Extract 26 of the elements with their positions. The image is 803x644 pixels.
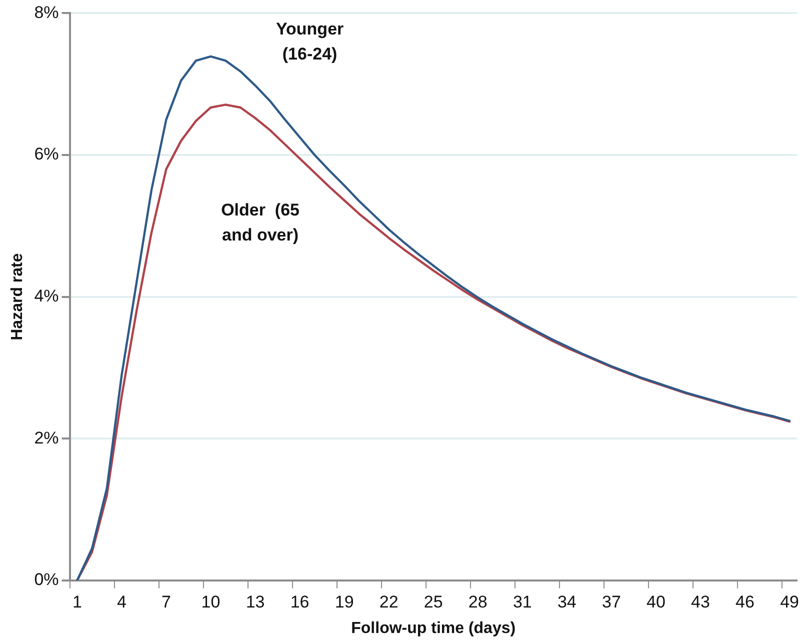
x-tick-label: 40 — [646, 592, 666, 612]
y-tick-label: 2% — [34, 428, 59, 448]
x-tick-label: 28 — [468, 592, 488, 612]
x-tick-label: 46 — [736, 592, 754, 612]
x-tick-label: 37 — [602, 592, 621, 612]
x-tick-label: 19 — [334, 592, 354, 612]
x-tick-label: 25 — [424, 592, 443, 612]
x-tick-label: 49 — [780, 592, 799, 612]
y-tick-label: 8% — [34, 2, 59, 22]
y-axis-title: Hazard rate — [9, 253, 26, 340]
x-tick-label: 31 — [512, 592, 532, 612]
y-tick-label: 4% — [34, 286, 59, 306]
series-label: Older (65 and over) — [221, 200, 300, 244]
x-tick-label: 4 — [116, 592, 126, 612]
x-tick-label: 34 — [557, 592, 576, 612]
x-tick-label: 16 — [290, 592, 310, 612]
series-label: Younger (16-24) — [276, 19, 344, 64]
y-tick-label: 6% — [34, 144, 59, 164]
x-tick-label: 1 — [72, 592, 82, 612]
x-tick-label: 10 — [201, 592, 220, 612]
y-tick-label: 0% — [34, 570, 59, 590]
x-tick-label: 22 — [379, 592, 398, 612]
x-axis-title: Follow-up time (days) — [351, 620, 516, 637]
x-tick-label: 43 — [691, 592, 710, 612]
x-tick-label: 7 — [162, 592, 171, 612]
x-tick-label: 13 — [246, 592, 265, 612]
